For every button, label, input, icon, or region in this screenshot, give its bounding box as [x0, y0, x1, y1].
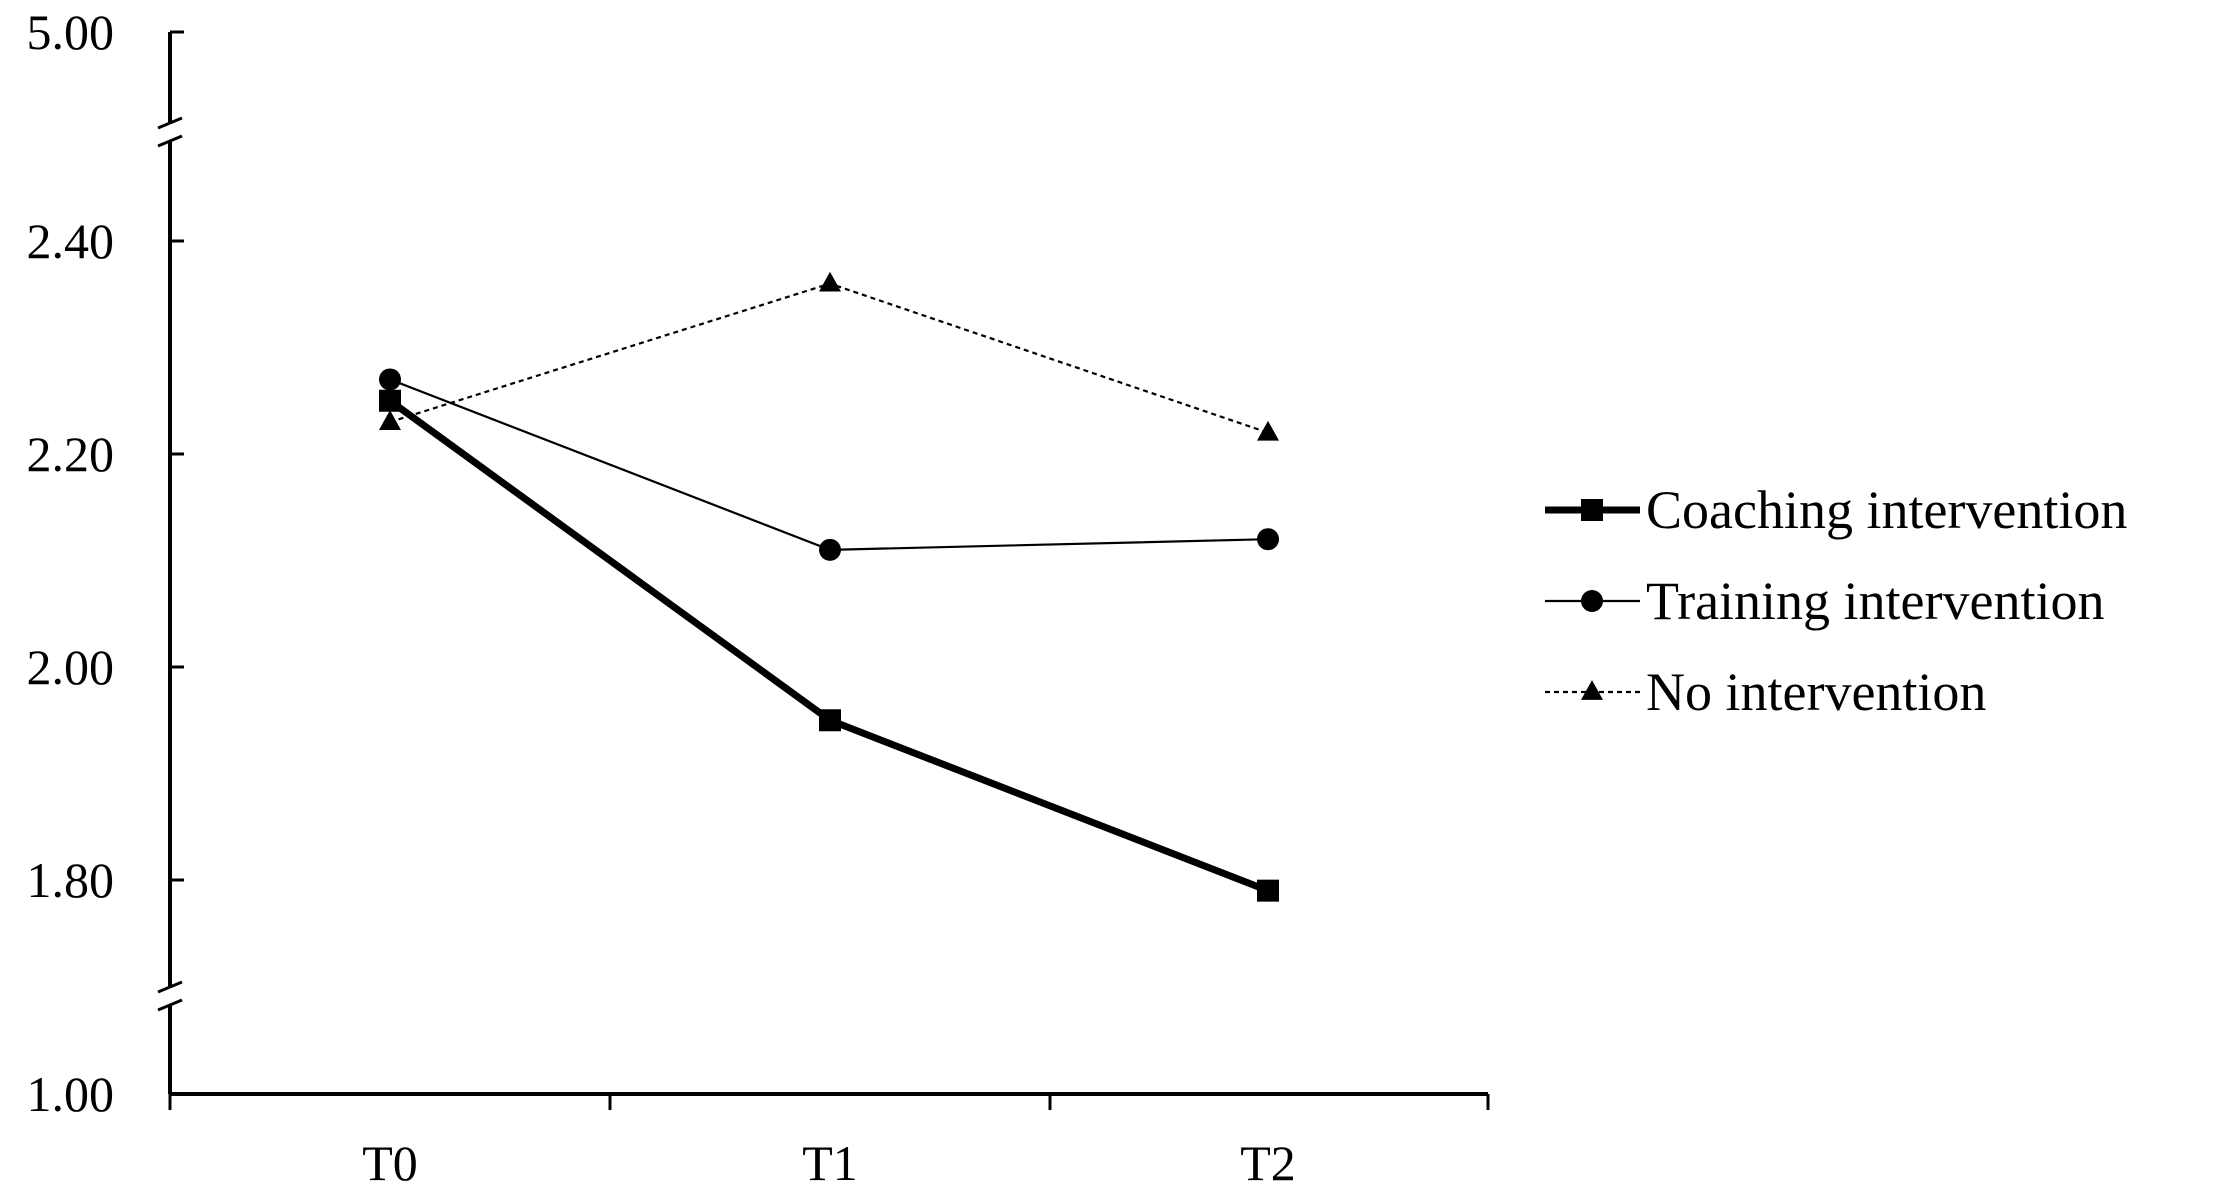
series-training-intervention	[379, 368, 1279, 561]
axis-break-top-a	[157, 116, 183, 130]
circle-marker	[1257, 528, 1279, 551]
triangle-marker	[379, 410, 401, 430]
y-axis-tick-label: 1.80	[27, 852, 115, 908]
series-line	[389, 282, 1269, 434]
x-axis-tick-label: T2	[1240, 1135, 1296, 1191]
y-axis-tick-label: 1.00	[27, 1066, 115, 1122]
square-marker	[819, 709, 841, 732]
legend-label: Coaching intervention	[1646, 480, 2127, 540]
series-layer	[379, 271, 1279, 902]
x-axis-tick-label: T1	[802, 1135, 858, 1191]
axis-break-top-b	[157, 134, 183, 148]
y-axis-ticks: 5.00 2.40 2.20 2.00 1.80 1.00	[27, 4, 184, 1122]
axis-break-bottom-b	[157, 998, 183, 1012]
square-marker	[1581, 499, 1603, 521]
triangle-marker	[1257, 420, 1279, 441]
square-marker	[1257, 879, 1279, 902]
y-axis-tick-label: 2.40	[27, 213, 115, 269]
circle-marker	[379, 368, 401, 391]
square-marker	[379, 389, 401, 412]
series-line	[389, 378, 1269, 551]
y-axis-tick-label: 5.00	[27, 4, 115, 60]
triangle-marker	[1581, 680, 1603, 700]
series-line	[387, 397, 1270, 894]
y-axis-tick-label: 2.20	[27, 426, 115, 482]
legend-item: Coaching intervention	[1545, 480, 2127, 540]
legend-label: Training intervention	[1646, 571, 2104, 631]
legend-item: No intervention	[1545, 662, 1986, 722]
circle-marker	[1581, 590, 1603, 612]
x-axis-ticks: T0 T1 T2	[362, 1135, 1296, 1191]
series-no-intervention	[379, 271, 1279, 441]
legend: Coaching intervention Training interventi…	[1545, 480, 2127, 722]
x-axis-tick-label: T0	[362, 1135, 418, 1191]
circle-marker	[819, 538, 841, 561]
series-coaching-intervention	[379, 389, 1279, 902]
triangle-marker	[819, 271, 841, 292]
y-axis-tick-label: 2.00	[27, 639, 115, 695]
legend-item: Training intervention	[1545, 571, 2104, 631]
axes	[157, 32, 1490, 1110]
legend-label: No intervention	[1646, 662, 1986, 722]
axis-break-bottom-a	[157, 980, 183, 994]
